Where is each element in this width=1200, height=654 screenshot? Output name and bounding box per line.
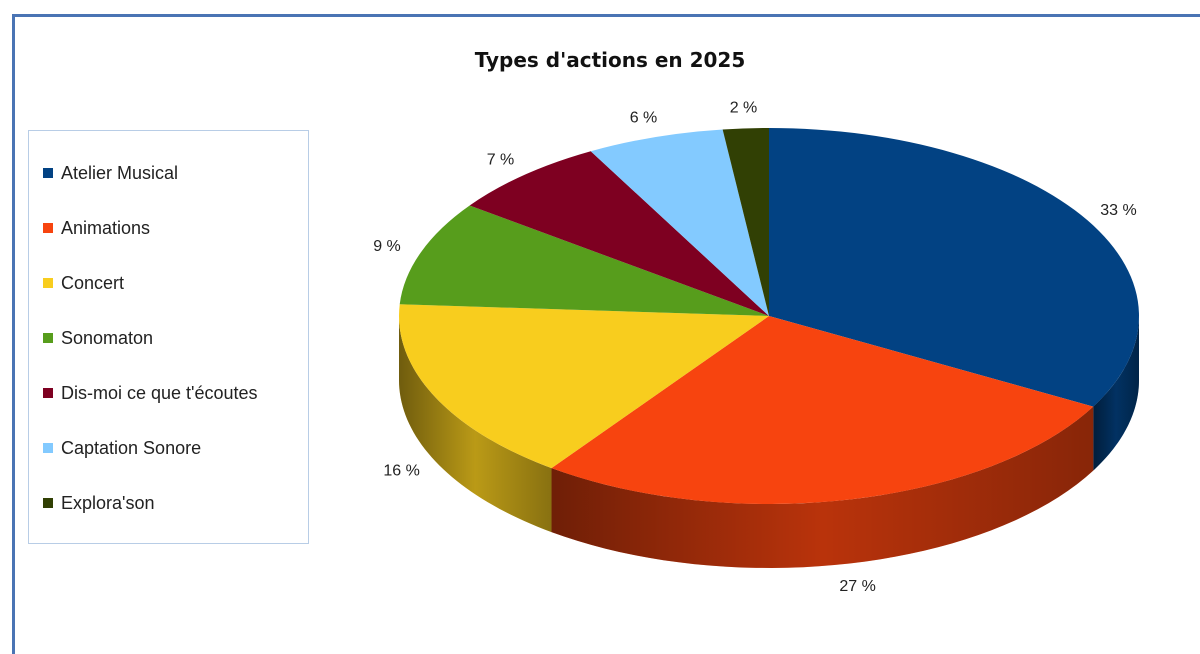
legend-swatch (43, 278, 53, 288)
pie-side-shade-0 (1093, 316, 1139, 471)
legend-label: Dis-moi ce que t'écoutes (61, 382, 258, 403)
legend-label: Sonomaton (61, 327, 154, 348)
slice-percent-label-4: 7 % (487, 152, 515, 169)
legend-item-animations: Animations (43, 217, 150, 239)
legend-swatch (43, 223, 53, 233)
pie-slice-2 (398, 304, 769, 469)
legend-item-dis-moi: Dis-moi ce que t'écoutes (43, 382, 258, 404)
chart-legend: Atelier Musical Animations Concert Sonom… (28, 130, 309, 544)
legend-label: Explora'son (61, 492, 155, 513)
slice-percent-label-2: 16 % (383, 462, 419, 479)
slice-percent-label-6: 2 % (730, 99, 758, 116)
legend-swatch (43, 443, 53, 453)
legend-item-captation-sonore: Captation Sonore (43, 437, 201, 459)
pie-side-shade-2 (399, 316, 552, 533)
pie-slice-0 (769, 128, 1139, 407)
legend-label: Concert (61, 272, 125, 293)
chart-frame (12, 14, 1200, 654)
chart-title: Types d'actions en 2025 (474, 48, 746, 72)
slice-percent-label-1: 27 % (839, 578, 875, 595)
pie-slice-4 (469, 151, 769, 316)
legend-swatch (43, 388, 53, 398)
pie-slice-3 (399, 205, 769, 316)
legend-item-atelier-musical: Atelier Musical (43, 162, 178, 184)
slice-percent-label-0: 33 % (1100, 202, 1136, 219)
pie-side-shade-1 (551, 406, 1094, 568)
slice-percent-label-5: 6 % (630, 109, 658, 126)
legend-swatch (43, 168, 53, 178)
legend-swatch (43, 498, 53, 508)
legend-swatch (43, 333, 53, 343)
pie-slice-5 (590, 129, 769, 316)
legend-label: Animations (61, 217, 151, 238)
legend-label: Atelier Musical (61, 162, 179, 183)
pie-slice-1 (551, 316, 1094, 505)
legend-item-concert: Concert (43, 272, 124, 294)
pie-slice-6 (722, 128, 769, 316)
legend-item-sonomaton: Sonomaton (43, 327, 153, 349)
legend-label: Captation Sonore (61, 437, 202, 458)
slice-percent-label-3: 9 % (373, 238, 401, 255)
legend-item-explorason: Explora'son (43, 492, 155, 514)
